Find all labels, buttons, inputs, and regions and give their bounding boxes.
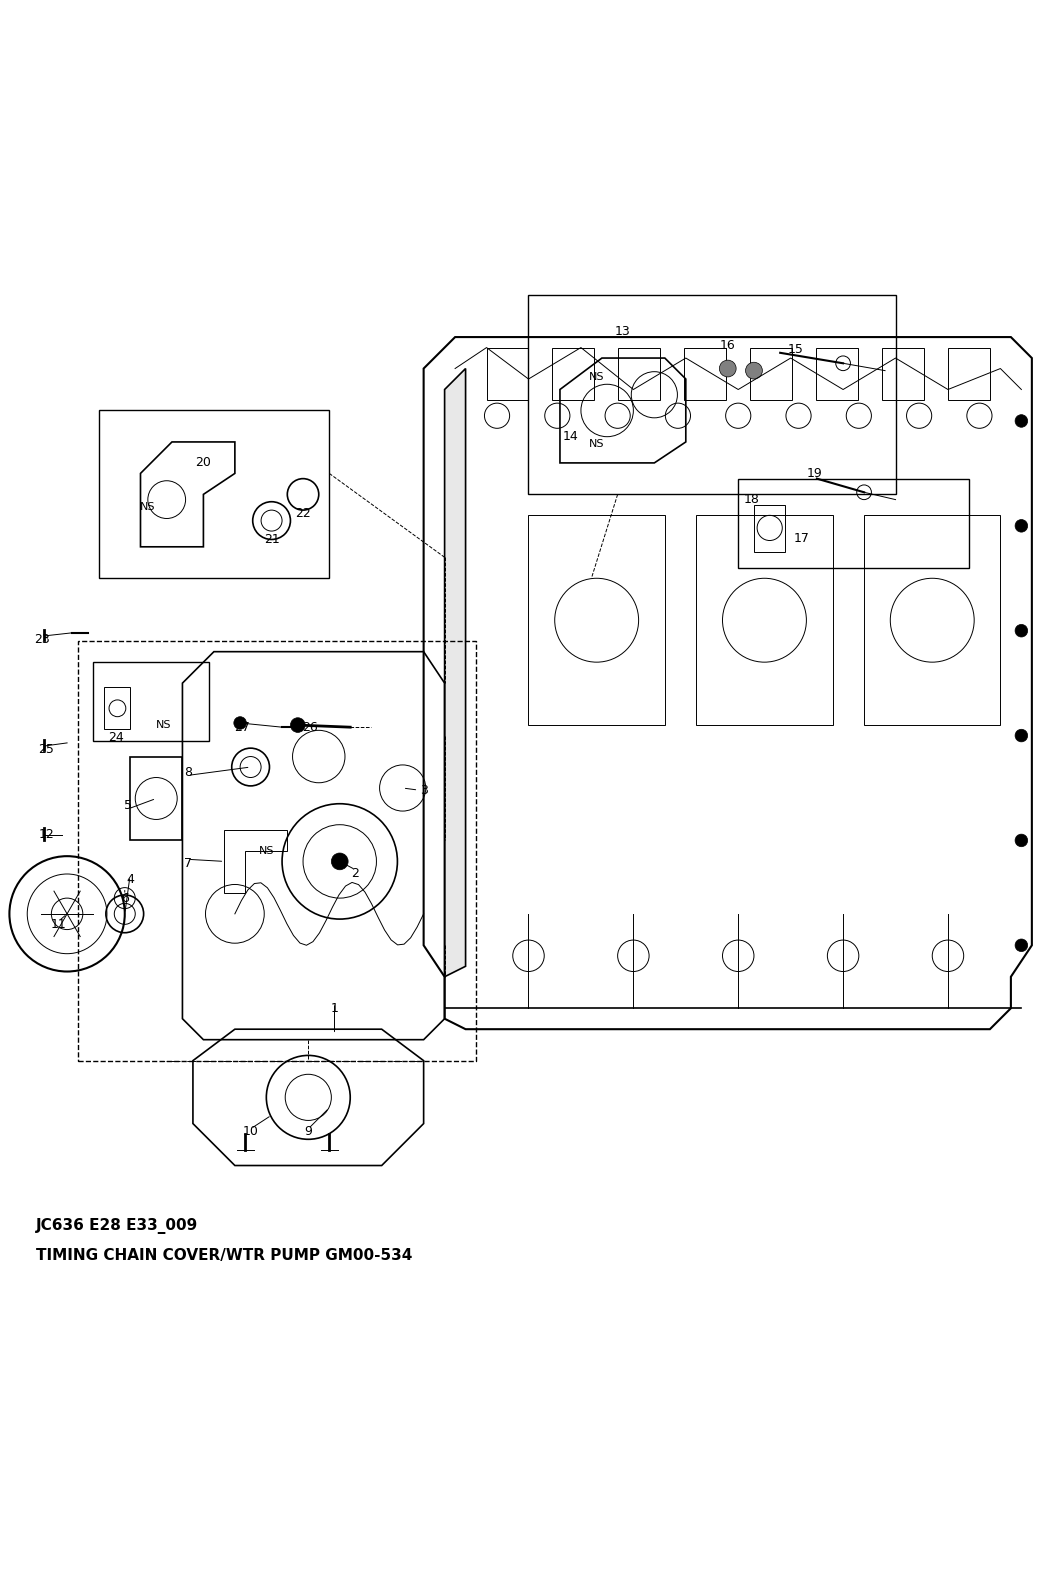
- Text: 18: 18: [744, 493, 760, 506]
- Text: 6: 6: [120, 892, 129, 905]
- Text: 26: 26: [302, 720, 318, 734]
- Bar: [77, 641, 476, 1061]
- Text: NS: NS: [141, 503, 155, 512]
- Circle shape: [331, 853, 348, 870]
- Text: 21: 21: [263, 533, 279, 545]
- Bar: [697, 515, 833, 725]
- Text: 9: 9: [304, 1125, 312, 1138]
- Text: 19: 19: [806, 466, 822, 481]
- Text: NS: NS: [589, 440, 605, 449]
- Circle shape: [234, 717, 246, 730]
- Text: 20: 20: [196, 457, 211, 470]
- Text: 2: 2: [352, 867, 359, 881]
- Text: 1: 1: [331, 1002, 338, 1015]
- Text: 3: 3: [420, 783, 428, 796]
- Text: 5: 5: [124, 799, 132, 812]
- Circle shape: [1015, 520, 1027, 533]
- Bar: [528, 295, 895, 495]
- Text: TIMING CHAIN COVER/WTR PUMP GM00-534: TIMING CHAIN COVER/WTR PUMP GM00-534: [36, 1248, 412, 1264]
- Bar: [528, 515, 665, 725]
- Text: 22: 22: [295, 507, 311, 520]
- Text: NS: NS: [259, 846, 274, 856]
- Bar: [754, 504, 785, 552]
- Bar: [104, 687, 130, 730]
- Text: 8: 8: [184, 766, 191, 779]
- Text: 17: 17: [793, 533, 809, 545]
- Text: 15: 15: [787, 344, 803, 356]
- Circle shape: [291, 717, 305, 733]
- Text: 14: 14: [562, 430, 578, 443]
- Text: 10: 10: [243, 1125, 259, 1138]
- Circle shape: [1015, 730, 1027, 742]
- Text: NS: NS: [155, 720, 171, 730]
- Polygon shape: [445, 369, 465, 977]
- Bar: [98, 410, 329, 578]
- Text: JC636 E28 E33_009: JC636 E28 E33_009: [36, 1218, 198, 1234]
- Bar: [864, 515, 1000, 725]
- Text: 27: 27: [235, 720, 251, 734]
- Text: 25: 25: [38, 742, 54, 756]
- Text: 12: 12: [38, 827, 54, 840]
- Text: NS: NS: [589, 372, 605, 381]
- Text: 7: 7: [184, 857, 191, 870]
- Text: 24: 24: [109, 731, 125, 744]
- Circle shape: [1015, 834, 1027, 846]
- Text: 11: 11: [51, 917, 67, 931]
- Circle shape: [1015, 939, 1027, 952]
- Circle shape: [720, 361, 736, 377]
- Circle shape: [745, 362, 762, 378]
- Bar: [93, 662, 208, 741]
- Text: 23: 23: [34, 632, 50, 646]
- Text: 16: 16: [720, 339, 736, 351]
- Text: 4: 4: [126, 873, 134, 886]
- Circle shape: [1015, 624, 1027, 637]
- Bar: [738, 479, 969, 567]
- Text: 13: 13: [615, 325, 631, 339]
- Circle shape: [1015, 414, 1027, 427]
